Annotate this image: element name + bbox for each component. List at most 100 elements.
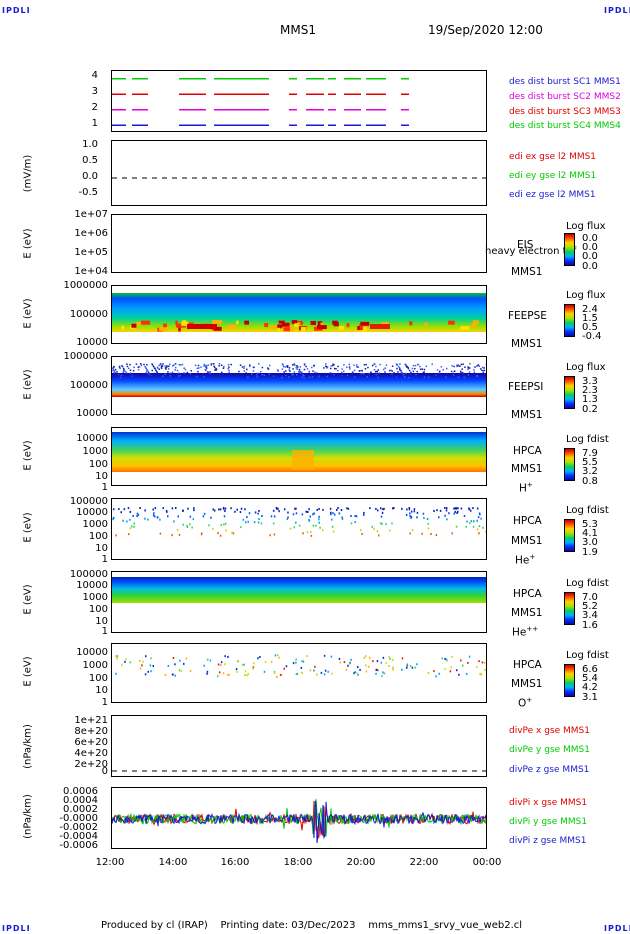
feepsi-point — [308, 371, 311, 373]
hpca-he-point — [244, 508, 246, 511]
feepsi-point — [394, 375, 397, 378]
feepsi-point — [391, 365, 394, 367]
hpca-h-plot — [112, 432, 486, 472]
feepsi-point — [272, 375, 275, 377]
hpca-o-point — [236, 660, 239, 663]
feepsi-point — [393, 372, 395, 374]
hpca-he-point — [310, 534, 313, 537]
burst-legend-sc2: des dist burst SC2 MMS2 — [509, 92, 621, 102]
feepsi-point — [457, 376, 460, 378]
feepsi-point — [460, 363, 463, 366]
feepsi-point — [292, 368, 294, 370]
feepsi-point — [135, 363, 138, 365]
feepsi-point — [292, 373, 294, 375]
feepsi-point — [482, 370, 484, 372]
hpca-he-point — [127, 533, 130, 536]
hpca-he-point — [448, 512, 450, 515]
feepsi-point — [286, 366, 289, 369]
feepsi-point — [435, 374, 437, 376]
feepsi-point — [465, 374, 467, 376]
hpca-o-point — [479, 672, 481, 675]
feepsi-point — [129, 369, 132, 371]
hpca-o-point — [375, 672, 377, 675]
hpca-h-spacecraft: MMS1 — [511, 463, 543, 475]
feepsi-point — [363, 364, 366, 366]
hpca-he-point — [208, 524, 210, 527]
feepsi-point — [468, 367, 471, 369]
hpca-o-point — [327, 670, 329, 673]
hpca-he-point — [193, 507, 195, 510]
hpca-h-cb-v3: 3.2 — [582, 466, 598, 477]
hpca-o-point — [314, 665, 316, 668]
feepsi-point — [171, 371, 174, 373]
divpi-legend-z: divPi z gse MMS1 — [509, 836, 587, 846]
divpi-ytick-6: -0.0004 — [59, 831, 98, 842]
feepse-plot — [112, 293, 486, 332]
hpca-o-point — [172, 657, 175, 660]
hpca-he-point — [338, 512, 341, 515]
hpca-o-point — [139, 667, 142, 670]
hpca-he-point — [301, 513, 304, 516]
hpca-o-point — [247, 673, 249, 676]
feepsi-point — [281, 363, 284, 365]
hpca-o-point — [278, 656, 280, 659]
feepsi-point — [210, 363, 213, 365]
hpca-he-point — [273, 533, 276, 536]
feepsi-point — [333, 367, 336, 370]
feepsi-point — [459, 370, 462, 373]
hpca-o-point — [375, 668, 378, 671]
feepse-hot-cell — [448, 320, 455, 325]
hpca-o-point — [372, 660, 374, 663]
feepsi-point — [303, 376, 306, 379]
hpca-he-point — [247, 520, 250, 523]
hpca-he-point — [478, 532, 480, 535]
feepsi-point — [215, 367, 218, 370]
xtick-1800: 18:00 — [283, 857, 313, 868]
hpca-he-point — [276, 507, 278, 510]
feepsi-point — [132, 369, 135, 372]
feepsi-point — [144, 365, 146, 368]
hpca-he-point — [456, 511, 458, 514]
hpca-o-point — [331, 672, 333, 675]
hpca-he-ytick-3: 1000 — [82, 519, 108, 530]
feepsi-point — [364, 368, 367, 370]
feepsi-point — [348, 374, 350, 377]
feepsi-sparse-points — [112, 363, 486, 379]
hpca-o-point — [150, 670, 152, 673]
feepsi-point — [326, 366, 329, 368]
hpca-o-point — [306, 655, 308, 658]
hpca-o-cb-v1: 6.6 — [582, 664, 598, 675]
feepse-hot-cell — [283, 327, 290, 332]
hpca-he-point — [416, 511, 419, 514]
hpca-he-point — [408, 508, 411, 511]
feepsi-point — [302, 374, 305, 377]
feepse-colorbar — [564, 304, 575, 337]
hpca-he-point — [213, 509, 216, 512]
feepsi-point — [364, 376, 366, 378]
feepsi-point — [294, 364, 296, 366]
feepsi-point — [169, 372, 172, 374]
hpca-o-point — [444, 668, 446, 671]
feepsi-point — [137, 368, 140, 371]
feepsi-point — [419, 368, 422, 371]
feepsi-point — [423, 371, 425, 373]
hpca-he-point — [382, 508, 384, 511]
feepsi-point — [210, 374, 212, 376]
feepsi-point — [172, 365, 174, 367]
corner-label-top-left: IPDLI — [2, 6, 31, 15]
hpca-he-point — [423, 517, 425, 520]
feepsi-point — [180, 374, 183, 377]
xtick-2000: 20:00 — [346, 857, 376, 868]
hpca-o-point — [280, 673, 282, 676]
feepsi-point — [298, 369, 301, 371]
feepsi-point — [316, 372, 318, 374]
hpca-he-cb-v3: 3.0 — [582, 537, 598, 548]
feepsi-point — [467, 368, 469, 371]
hpca-he-point — [332, 530, 335, 533]
feepsi-point — [332, 363, 334, 366]
feepse-hot-cell — [297, 322, 301, 327]
feepsi-point — [378, 373, 380, 376]
feepsi-point — [473, 371, 476, 374]
hpca-o-point — [264, 660, 267, 663]
hpca-he-point — [176, 528, 179, 531]
